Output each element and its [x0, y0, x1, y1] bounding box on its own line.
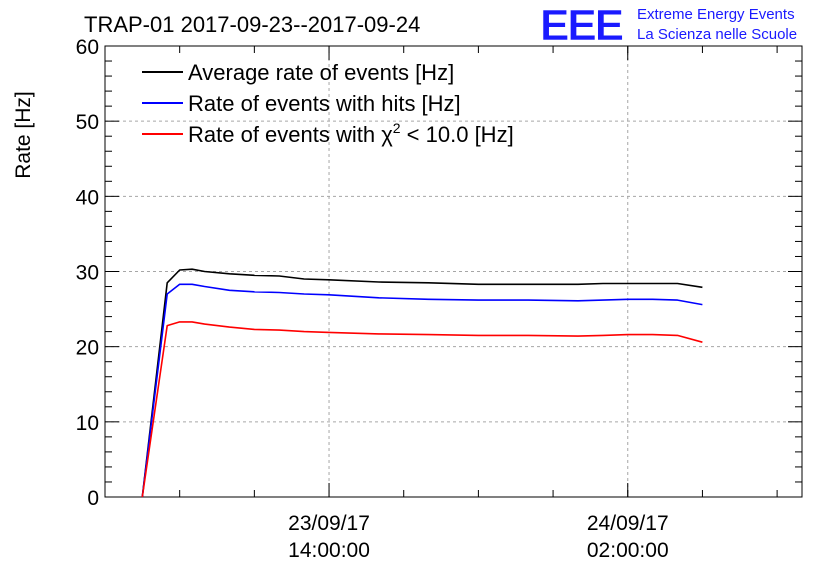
legend: Average rate of events [Hz] Rate of even… — [142, 60, 514, 147]
x-tick-label-date: 24/09/17 — [587, 512, 669, 535]
eee-logo-mark: EEE — [540, 1, 623, 50]
y-tick-label: 20 — [76, 337, 99, 360]
x-tick-labels: 23/09/17 14:00:00 24/09/17 02:00:00 — [288, 512, 668, 562]
y-axis-label: Rate [Hz] — [12, 91, 35, 179]
series-line-rate-of-events-with-hits-hz — [141, 283, 703, 498]
y-tick-label: 50 — [76, 111, 99, 134]
y-tick-label: 60 — [76, 36, 99, 59]
series-line-average-rate-of-events-hz — [141, 268, 703, 498]
logo-line-1: Extreme Energy Events — [637, 6, 795, 23]
y-tick-label: 10 — [76, 412, 99, 435]
axis-ticks — [105, 45, 802, 498]
logo-line-2: La Scienza nelle Scuole — [637, 26, 797, 43]
series-lines — [141, 268, 703, 498]
y-tick-label: 30 — [76, 262, 99, 285]
chart-title: TRAP-01 2017-09-23--2017-09-24 — [84, 12, 420, 37]
x-tick-label-time: 14:00:00 — [288, 539, 370, 562]
legend-chi2-suffix: < 10.0 [Hz] — [401, 122, 514, 147]
y-tick-labels: 0 10 20 30 40 50 60 — [76, 36, 99, 510]
legend-label-average: Average rate of events [Hz] — [188, 60, 454, 85]
y-tick-label: 40 — [76, 186, 99, 209]
x-tick-label-time: 02:00:00 — [587, 539, 669, 562]
gridlines — [105, 46, 802, 497]
legend-label-chi2: Rate of events with χ2 < 10.0 [Hz] — [188, 120, 514, 147]
legend-chi2-prefix: Rate of events with χ — [188, 122, 393, 147]
y-tick-label: 0 — [87, 487, 99, 510]
series-line-rate-of-events-with-10-0-hz — [141, 321, 703, 498]
x-tick-label-date: 23/09/17 — [288, 512, 370, 535]
legend-label-hits: Rate of events with hits [Hz] — [188, 91, 461, 116]
legend-chi2-superscript: 2 — [393, 120, 401, 136]
eee-logo: EEE Extreme Energy Events La Scienza nel… — [540, 1, 797, 51]
